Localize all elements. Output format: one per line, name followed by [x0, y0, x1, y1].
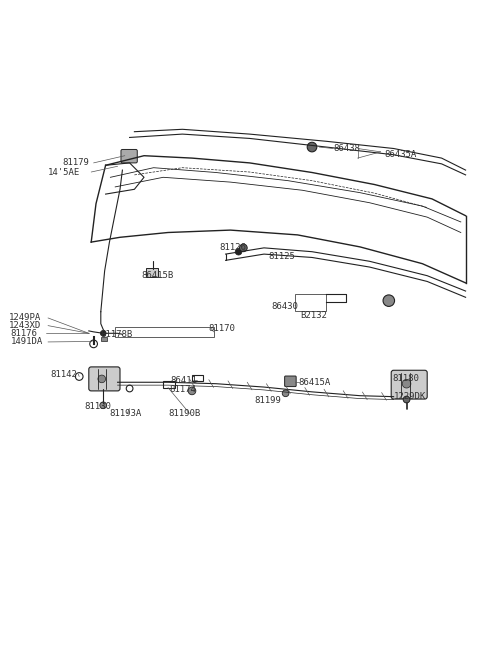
- Text: 86415A: 86415A: [299, 378, 331, 387]
- Circle shape: [282, 390, 289, 397]
- Circle shape: [403, 396, 410, 403]
- Text: 1491DA: 1491DA: [11, 338, 43, 346]
- Text: 1243XD: 1243XD: [9, 321, 41, 330]
- Text: 86411: 86411: [170, 376, 197, 385]
- Text: 81179: 81179: [62, 158, 89, 168]
- Circle shape: [307, 143, 317, 152]
- Circle shape: [100, 330, 106, 336]
- Text: 81130: 81130: [84, 402, 111, 411]
- Text: 81174: 81174: [169, 386, 196, 394]
- Circle shape: [383, 295, 395, 306]
- Circle shape: [98, 375, 106, 383]
- Text: 81176: 81176: [11, 328, 37, 338]
- FancyBboxPatch shape: [285, 376, 296, 386]
- Text: 86435A: 86435A: [384, 150, 416, 159]
- Text: 14'5AE: 14'5AE: [48, 168, 80, 177]
- Circle shape: [240, 244, 247, 252]
- Bar: [146, 268, 158, 277]
- Text: 81125: 81125: [269, 252, 296, 261]
- Text: 81190B: 81190B: [168, 409, 200, 418]
- Bar: [192, 374, 203, 381]
- Bar: [163, 381, 175, 388]
- Text: 81178B: 81178B: [101, 330, 133, 339]
- Text: 86438: 86438: [334, 144, 360, 153]
- Text: 86415B: 86415B: [142, 271, 174, 280]
- Text: 81193A: 81193A: [109, 409, 142, 418]
- Text: 81142: 81142: [50, 370, 77, 378]
- Text: B2132: B2132: [300, 311, 327, 319]
- Bar: [101, 336, 107, 340]
- Bar: [115, 327, 214, 337]
- Text: 1249PA: 1249PA: [9, 313, 41, 323]
- Text: 81170: 81170: [209, 324, 236, 333]
- Bar: [295, 294, 326, 311]
- Circle shape: [188, 387, 196, 395]
- FancyBboxPatch shape: [89, 367, 120, 391]
- Text: 81180: 81180: [393, 374, 420, 384]
- Circle shape: [235, 248, 242, 255]
- FancyBboxPatch shape: [121, 149, 137, 163]
- FancyBboxPatch shape: [391, 371, 427, 399]
- Text: 81126: 81126: [220, 243, 247, 252]
- Circle shape: [100, 402, 107, 409]
- Text: 1229DK: 1229DK: [394, 392, 426, 401]
- Text: 86430: 86430: [271, 302, 298, 311]
- Circle shape: [402, 379, 411, 388]
- Text: 81199: 81199: [254, 396, 281, 405]
